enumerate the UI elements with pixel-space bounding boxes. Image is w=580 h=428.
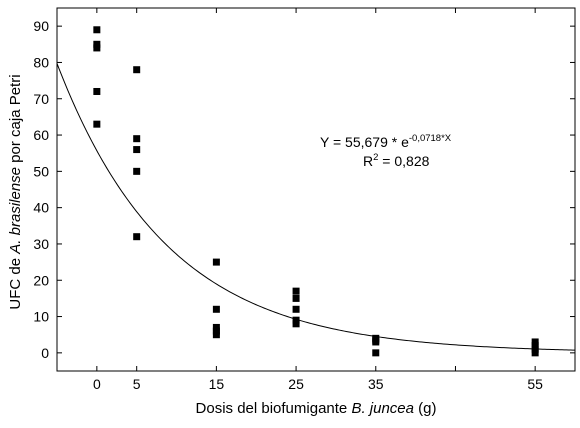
x-tick-label: 25 xyxy=(288,376,304,392)
data-point xyxy=(212,305,220,313)
x-tick-label: 5 xyxy=(133,376,141,392)
y-tick-label: 20 xyxy=(33,272,49,288)
data-point xyxy=(292,294,300,302)
fit-curve xyxy=(56,63,576,351)
x-axis-label: Dosis del biofumigante B. juncea (g) xyxy=(196,400,437,417)
data-point xyxy=(133,146,141,154)
data-point xyxy=(93,26,101,34)
data-point xyxy=(531,338,539,346)
y-tick-label: 80 xyxy=(33,54,49,70)
x-tick-label: 15 xyxy=(209,376,225,392)
y-axis-label-species: A. brasilense xyxy=(7,167,24,255)
data-point xyxy=(372,349,380,357)
r2-r: R xyxy=(363,153,373,169)
ticks-layer: 0 10 20 30 40 50 60 70 80 90 0 5 15 25 35 55 xyxy=(33,8,575,392)
x-axis-label-pre: Dosis del biofumigante xyxy=(196,400,352,417)
y-axis-label-post: por caja Petri xyxy=(7,74,24,167)
y-tick-label: 40 xyxy=(33,200,49,216)
equation-base: Y = 55,679 * e xyxy=(320,134,409,150)
x-axis-label-post: (g) xyxy=(414,400,437,417)
r2-superscript: 2 xyxy=(373,152,378,163)
data-point xyxy=(133,66,141,74)
y-tick-label: 10 xyxy=(33,309,49,325)
y-tick-label: 60 xyxy=(33,127,49,143)
data-point xyxy=(292,316,300,324)
data-point xyxy=(212,327,220,335)
x-tick-label: 35 xyxy=(368,376,384,392)
data-point xyxy=(133,233,141,241)
y-tick-label: 50 xyxy=(33,163,49,179)
x-tick-label: 0 xyxy=(93,376,101,392)
data-point xyxy=(93,40,101,48)
x-axis-label-species: B. juncea xyxy=(351,400,414,417)
equation-exponent: -0,0718*X xyxy=(409,133,452,144)
data-point xyxy=(531,349,539,357)
y-axis-label-pre: UFC de xyxy=(7,254,24,310)
y-axis-label: UFC de A. brasilense por caja Petri xyxy=(7,74,24,309)
y-tick-label: 90 xyxy=(33,18,49,34)
plot-frame xyxy=(56,7,576,372)
r2-annotation: R2 = 0,828 xyxy=(363,152,430,169)
data-point xyxy=(292,305,300,313)
data-point xyxy=(212,331,220,339)
data-point xyxy=(133,135,141,143)
data-point xyxy=(93,44,101,52)
data-point xyxy=(212,258,220,266)
x-tick-label: 55 xyxy=(527,376,543,392)
points-layer xyxy=(93,26,539,357)
data-point xyxy=(93,87,101,95)
data-point xyxy=(531,342,539,350)
y-tick-label: 70 xyxy=(33,91,49,107)
data-point xyxy=(212,323,220,331)
y-tick-label: 0 xyxy=(41,345,49,361)
data-point xyxy=(133,167,141,175)
data-point xyxy=(292,320,300,328)
r2-value: = 0,828 xyxy=(378,153,429,169)
data-point xyxy=(372,338,380,346)
data-point xyxy=(531,345,539,353)
data-point xyxy=(93,120,101,128)
equation-annotation: Y = 55,679 * e-0,0718*X xyxy=(320,133,452,150)
data-point xyxy=(292,287,300,295)
y-tick-label: 30 xyxy=(33,236,49,252)
